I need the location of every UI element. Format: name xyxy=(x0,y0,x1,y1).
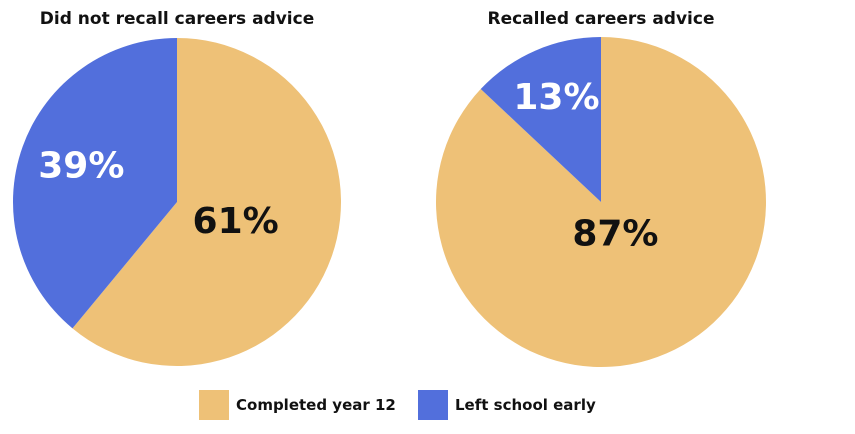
pie-title-recalled: Recalled careers advice xyxy=(487,9,714,29)
legend: Completed year 12 Left school early xyxy=(199,390,596,420)
slice-label-left-school-early: 39% xyxy=(38,146,124,187)
legend-swatch-left-school-early xyxy=(418,390,448,420)
legend-swatch-completed-year-12 xyxy=(199,390,229,420)
slice-label-completed-year-12: 61% xyxy=(193,201,279,242)
slice-label-left-school-early: 13% xyxy=(513,77,599,118)
pie-slice-left-school-early xyxy=(480,37,601,202)
slice-label-completed-year-12: 87% xyxy=(572,213,658,254)
pie-slice-left-school-early xyxy=(13,38,178,329)
pie-slice-completed-year-12 xyxy=(72,38,341,367)
legend-label-left-school-early: Left school early xyxy=(455,396,596,414)
pie-chart-recalled: Recalled careers advice 87% 13% xyxy=(435,9,766,367)
pie-slice-completed-year-12 xyxy=(435,37,766,367)
pie-chart-did-not-recall: Did not recall careers advice 61% 39% xyxy=(13,9,341,367)
pie-title-did-not-recall: Did not recall careers advice xyxy=(40,9,314,29)
legend-label-completed-year-12: Completed year 12 xyxy=(236,396,396,414)
